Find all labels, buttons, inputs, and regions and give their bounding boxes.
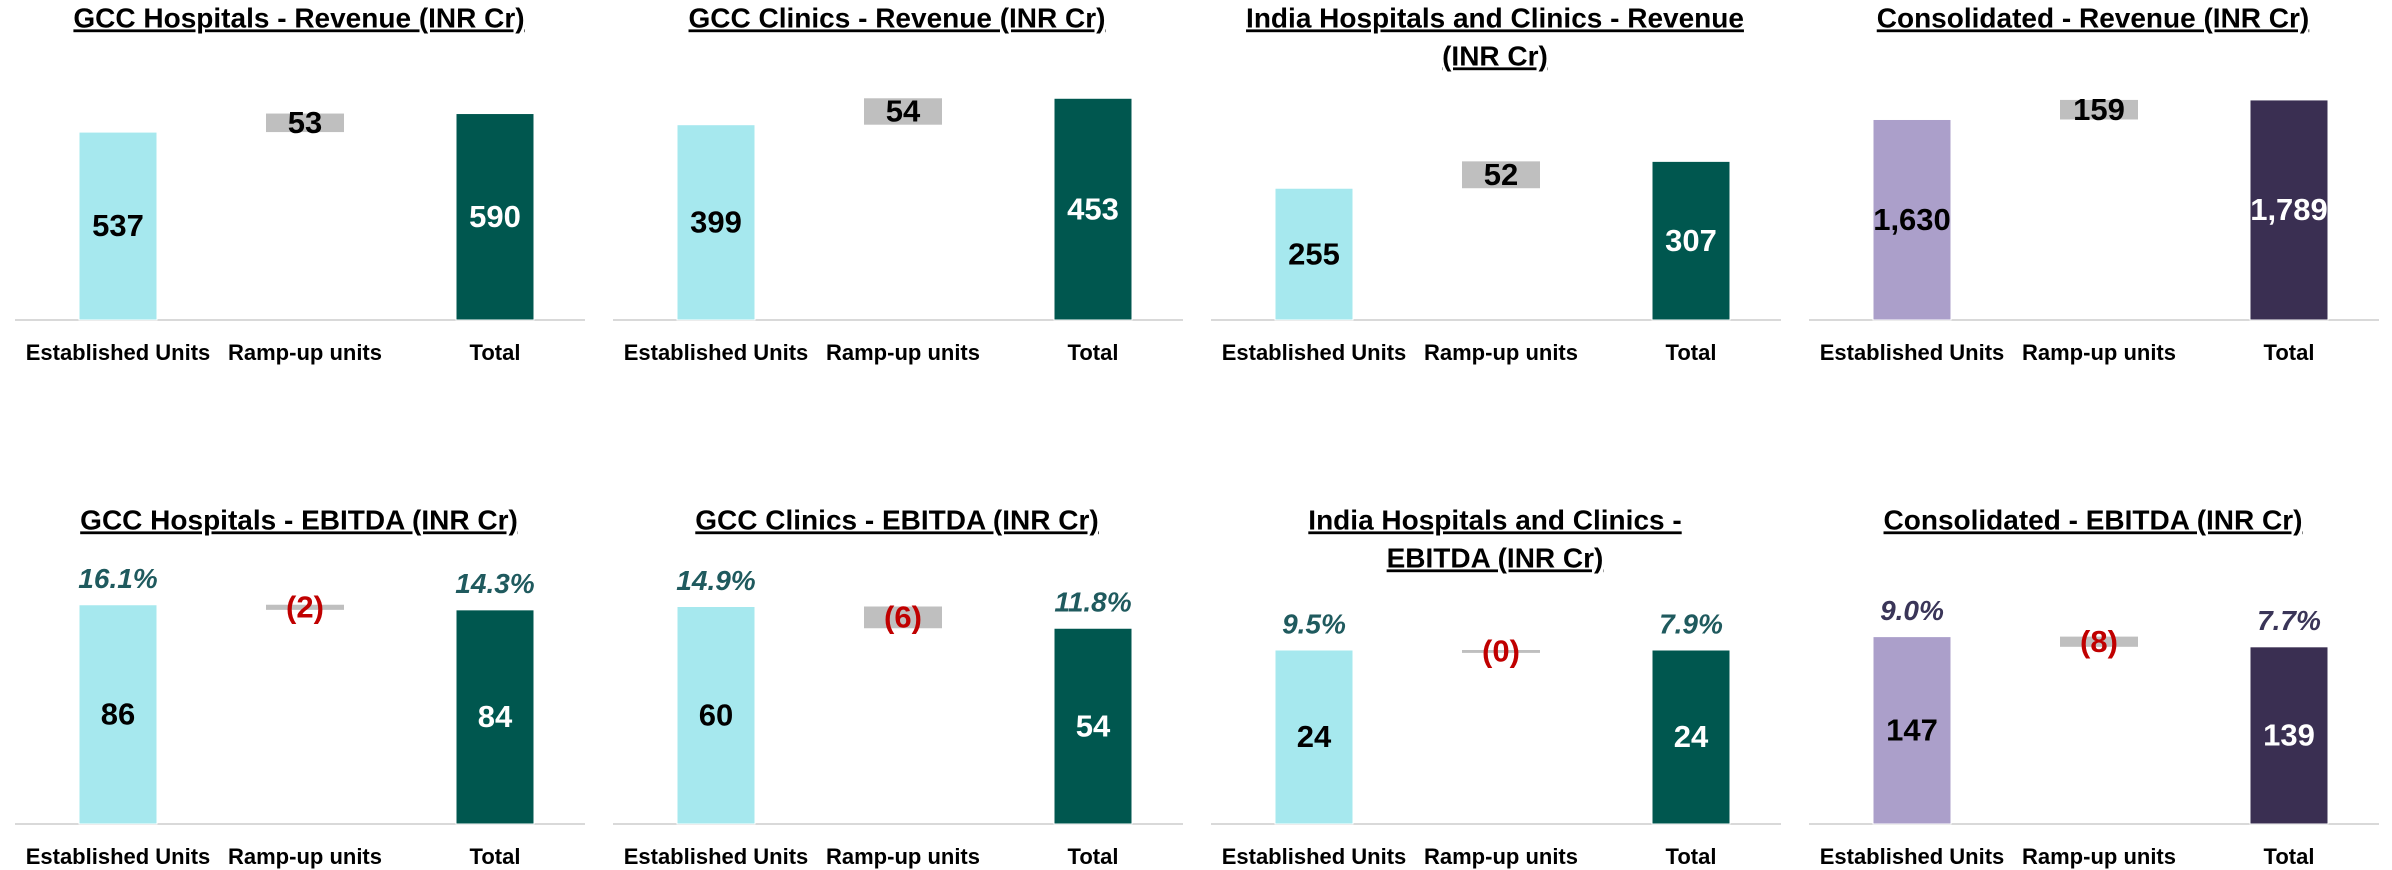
bar [266,604,344,610]
value-label: 54 [886,94,921,129]
bar [2249,646,2329,825]
x-tick-label: Total [1068,844,1119,869]
chart-title: Consolidated - Revenue (INR Cr) [1877,2,2309,33]
chart-title: GCC Clinics - Revenue (INR Cr) [689,2,1106,33]
x-tick-label: Ramp-up units [228,844,382,869]
value-label: 147 [1886,712,1938,747]
margin-label: 9.5% [1282,608,1346,639]
bar [2249,99,2329,321]
value-label: 139 [2263,718,2315,753]
x-tick-label: Ramp-up units [2022,844,2176,869]
chart-title: Consolidated - EBITDA (INR Cr) [1884,504,2303,535]
chart-title: (INR Cr) [1442,40,1548,71]
bar [1872,118,1952,321]
x-tick-label: Established Units [1222,340,1407,365]
margin-label: 11.8% [1054,587,1131,618]
x-tick-label: Total [2264,844,2315,869]
bar [1651,160,1731,321]
bar [78,131,158,321]
margin-label: 9.0% [1880,595,1944,626]
margin-label: 14.9% [676,565,755,596]
bar [455,609,535,825]
x-tick-label: Ramp-up units [2022,340,2176,365]
chart-title: India Hospitals and Clinics - Revenue [1246,2,1744,33]
x-tick-label: Ramp-up units [228,340,382,365]
margin-label: 7.9% [1659,608,1723,639]
value-label: (0) [1482,634,1520,669]
x-tick-label: Established Units [1820,340,2005,365]
chart-title: India Hospitals and Clinics - [1308,504,1681,535]
bar [864,98,942,125]
bar [676,124,756,321]
bar [1274,649,1354,825]
value-label: 399 [690,205,742,240]
bar [1872,636,1952,825]
x-tick-label: Established Units [624,340,809,365]
value-label: 159 [2073,92,2125,127]
bar [2060,99,2138,120]
x-tick-label: Total [470,340,521,365]
chart-title: EBITDA (INR Cr) [1387,542,1604,573]
value-label: 307 [1665,223,1717,258]
chart-title: GCC Clinics - EBITDA (INR Cr) [695,504,1098,535]
x-tick-label: Total [1068,340,1119,365]
value-label: 54 [1076,708,1111,743]
bar [1053,627,1133,825]
value-label: 1,630 [1873,202,1951,237]
chart-title: GCC Hospitals - Revenue (INR Cr) [73,2,524,33]
x-tick-label: Total [2264,340,2315,365]
x-tick-label: Ramp-up units [826,844,980,869]
x-tick-label: Established Units [1820,844,2005,869]
margin-label: 14.3% [455,568,534,599]
x-tick-label: Established Units [26,844,211,869]
value-label: 60 [699,697,733,732]
bar [266,113,344,133]
bar [1462,161,1540,189]
x-tick-label: Total [1666,844,1717,869]
x-tick-label: Total [470,844,521,869]
bar [2060,636,2138,647]
x-tick-label: Established Units [1222,844,1407,869]
x-tick-label: Established Units [624,844,809,869]
margin-label: 16.1% [78,563,157,594]
value-label: 537 [92,208,144,243]
bar [455,113,535,321]
bar [676,606,756,825]
x-tick-label: Ramp-up units [1424,340,1578,365]
bar [1462,650,1540,653]
bar [78,604,158,825]
bar [1651,649,1731,825]
value-label: 84 [478,699,513,734]
value-label: 52 [1484,157,1518,192]
x-tick-label: Total [1666,340,1717,365]
value-label: 86 [101,697,135,732]
bar [864,606,942,629]
value-label: (6) [884,600,922,635]
margin-label: 7.7% [2257,605,2321,636]
value-label: 590 [469,199,521,234]
value-label: 24 [1297,719,1332,754]
bar [1053,97,1133,321]
value-label: 255 [1288,236,1340,271]
value-label: (2) [286,589,324,624]
value-label: 53 [288,105,322,140]
value-label: 453 [1067,191,1119,226]
bar [1274,187,1354,321]
x-tick-label: Established Units [26,340,211,365]
value-label: 24 [1674,719,1709,754]
x-tick-label: Ramp-up units [826,340,980,365]
value-label: 1,789 [2250,192,2328,227]
x-tick-label: Ramp-up units [1424,844,1578,869]
chart-title: GCC Hospitals - EBITDA (INR Cr) [80,504,518,535]
value-label: (8) [2080,624,2118,659]
